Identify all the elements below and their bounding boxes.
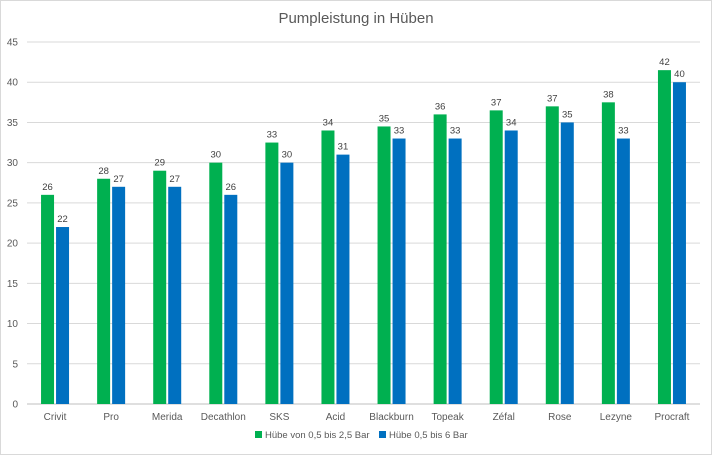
bar (392, 138, 406, 405)
y-tick-label: 20 (7, 239, 19, 250)
bar (433, 114, 447, 405)
data-label: 30 (282, 150, 293, 161)
y-tick-label: 15 (7, 279, 19, 290)
data-label: 36 (435, 101, 446, 112)
bar (601, 102, 615, 404)
data-label: 35 (562, 109, 573, 120)
data-label: 34 (323, 117, 334, 128)
bar (672, 82, 686, 404)
legend-label: Hübe 0,5 bis 6 Bar (389, 430, 468, 441)
bar (321, 130, 335, 404)
chart-title: Pumpleistung in Hüben (278, 10, 433, 27)
gridlines (27, 41, 700, 405)
bar (657, 70, 671, 405)
data-label: 22 (57, 214, 68, 225)
data-label: 42 (659, 57, 670, 68)
x-tick-label: SKS (269, 412, 289, 423)
data-label: 28 (98, 166, 109, 177)
data-label: 37 (491, 97, 502, 108)
data-label: 33 (618, 126, 629, 137)
x-tick-label: Decathlon (201, 412, 246, 423)
bar (56, 227, 70, 404)
y-axis-ticks: 0 5 10 15 20 25 30 35 40 45 (7, 38, 19, 411)
y-tick-label: 40 (7, 78, 19, 89)
x-tick-label: Lezyne (600, 412, 633, 423)
data-label: 30 (211, 150, 222, 161)
bar (377, 126, 391, 404)
y-tick-label: 35 (7, 118, 19, 129)
y-tick-label: 10 (7, 319, 19, 330)
x-tick-label: Procraft (654, 412, 689, 423)
data-label: 35 (379, 113, 390, 124)
x-tick-label: Pro (103, 412, 119, 423)
bar (224, 194, 238, 404)
y-tick-label: 0 (12, 400, 18, 411)
x-axis-labels: Crivit Pro Merida Decathlon SKS Acid Blackburn… (44, 412, 690, 423)
data-label: 26 (226, 182, 237, 193)
x-tick-label: Acid (326, 412, 345, 423)
legend-swatch (379, 431, 386, 438)
data-label: 31 (338, 142, 349, 153)
legend-label: Hübe von 0,5 bis 2,5 Bar (265, 430, 370, 441)
data-label: 33 (394, 126, 405, 137)
bar (153, 170, 167, 404)
y-tick-label: 45 (7, 38, 19, 49)
bar (560, 122, 574, 404)
data-label: 33 (450, 126, 461, 137)
x-tick-label: Topeak (432, 412, 465, 423)
legend-swatch (255, 431, 262, 438)
bar (280, 162, 294, 404)
bar (545, 106, 559, 404)
bar (616, 138, 630, 405)
bar (209, 162, 223, 404)
data-label: 40 (674, 69, 685, 80)
bar (265, 142, 279, 405)
data-label: 26 (42, 182, 53, 193)
x-tick-label: Merida (152, 412, 183, 423)
bar (41, 194, 55, 404)
data-label: 33 (267, 130, 278, 141)
bar (448, 138, 462, 405)
y-tick-label: 5 (12, 359, 18, 370)
x-tick-label: Blackburn (369, 412, 413, 423)
data-label: 37 (547, 93, 558, 104)
legend: Hübe von 0,5 bis 2,5 Bar Hübe 0,5 bis 6 B… (255, 430, 468, 441)
y-tick-label: 25 (7, 198, 19, 209)
bars: 26 22 28 27 29 27 30 26 33 30 34 31 35 33 36 33 37 34 37 35… (41, 57, 686, 405)
data-label: 27 (113, 174, 124, 185)
bar (489, 110, 503, 404)
y-tick-label: 30 (7, 158, 19, 169)
bar (336, 154, 350, 404)
data-label: 38 (603, 89, 614, 100)
data-label: 27 (169, 174, 180, 185)
bar (112, 186, 126, 404)
data-label: 29 (154, 158, 165, 169)
bar (504, 130, 518, 404)
x-tick-label: Rose (548, 412, 572, 423)
x-tick-label: Crivit (44, 412, 67, 423)
data-label: 34 (506, 117, 517, 128)
bar (97, 178, 111, 404)
x-tick-label: Zéfal (493, 412, 515, 423)
bar (168, 186, 182, 404)
